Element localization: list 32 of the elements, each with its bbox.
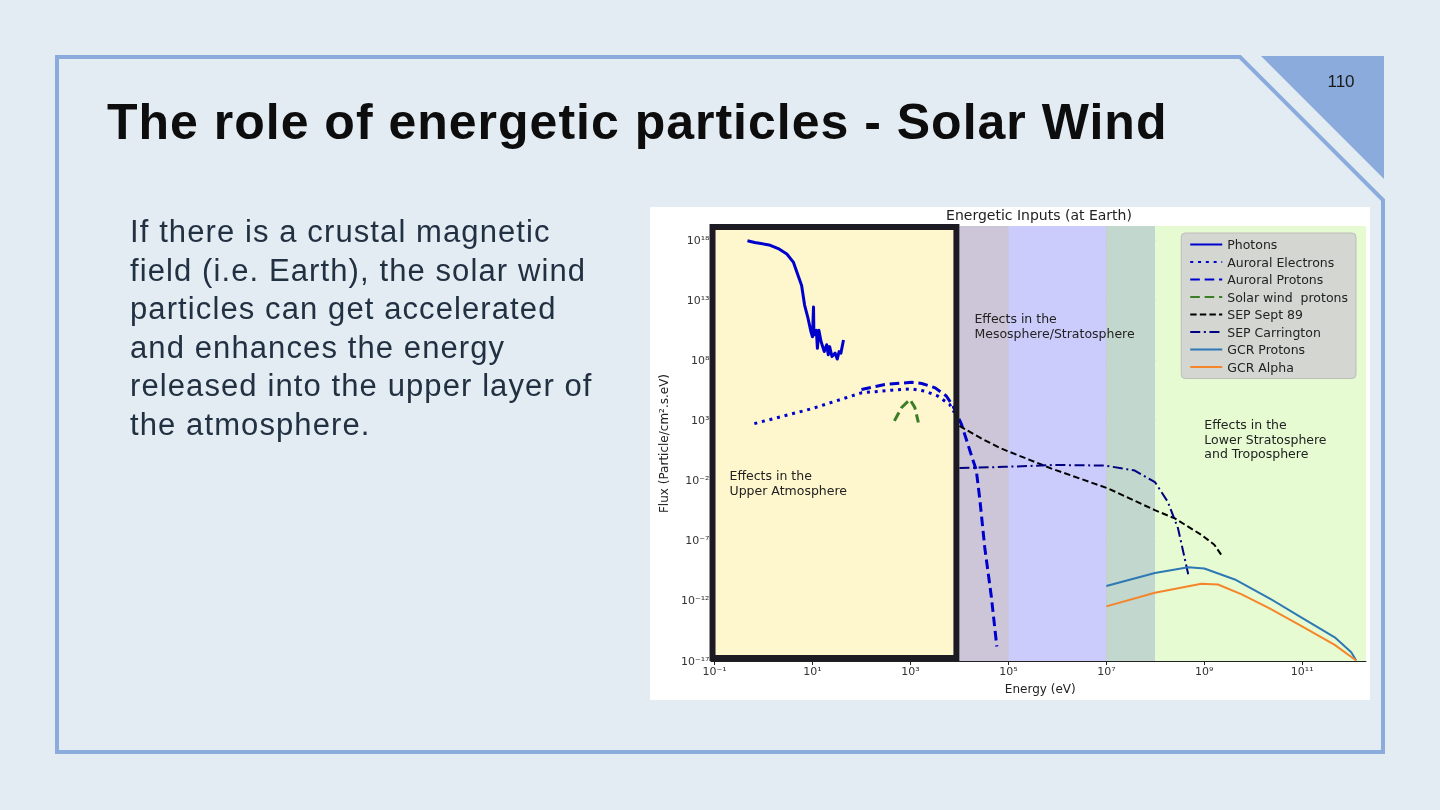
- x-tick-label: 10¹¹: [1290, 665, 1314, 678]
- legend-label: GCR Protons: [1227, 342, 1306, 357]
- y-tick-label: 10³: [691, 414, 710, 428]
- y-tick-label: 10⁻¹²: [680, 594, 710, 608]
- band-label: Effects in the Upper Atmosphere: [729, 468, 848, 498]
- x-tick-label: 10⁷: [1097, 665, 1116, 678]
- x-tick-label: 10³: [901, 665, 920, 678]
- text: If there is a crustal magnetic field (i.e. Earth), the solar wind particles can get accelerated and enhances the energy released into the upper layer of the atmosphere.: [130, 213, 594, 444]
- chart-subtitle: Energetic Inputs (at Earth): [946, 207, 1132, 223]
- x-axis-title: Energy (eV): [1004, 682, 1076, 696]
- x-tick-label: 10⁹: [1195, 665, 1214, 678]
- y-tick-label: 10¹³: [686, 293, 710, 307]
- y-tick-label: 10⁻⁷: [685, 534, 710, 548]
- y-tick-label: 10⁻¹⁷: [680, 654, 710, 668]
- legend-label: SEP Sept 89: [1227, 307, 1303, 322]
- legend-label: Auroral Protons: [1227, 272, 1324, 287]
- x-tick-label: 10¹: [803, 665, 822, 678]
- legend-label: Solar wind protons: [1227, 289, 1349, 305]
- y-tick-label: 10⁻²: [685, 474, 710, 488]
- legend-label: GCR Alpha: [1227, 359, 1294, 375]
- legend-label: Photons: [1227, 237, 1278, 252]
- text: 110: [1326, 72, 1356, 92]
- legend-label: SEP Carrington: [1227, 324, 1321, 340]
- legend-label: Auroral Electrons: [1227, 254, 1335, 270]
- chart-title: The role of energetic particles - Solar Wind: [107, 93, 1168, 152]
- y-tick-label: 10⁸: [691, 353, 711, 367]
- band-label: Effects in the Mesosphere/Stratosphere: [974, 311, 1135, 341]
- band-label: Effects in the Lower Stratosphere and Troposphere: [1204, 417, 1327, 462]
- x-tick-label: 10⁵: [999, 665, 1018, 678]
- y-axis-title: Flux (Particle/cm².s.eV): [657, 373, 671, 514]
- y-tick-label: 10¹⁸: [686, 233, 711, 247]
- x-tick-label: 10⁻¹: [702, 665, 727, 678]
